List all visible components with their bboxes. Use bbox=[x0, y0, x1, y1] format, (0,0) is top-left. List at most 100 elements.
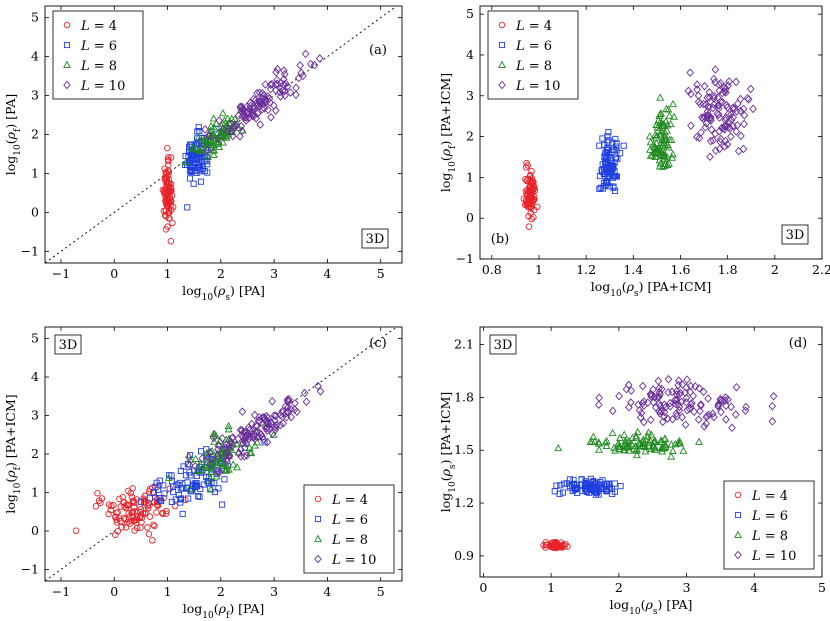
data-point bbox=[596, 142, 603, 149]
panel-tag: (b) bbox=[491, 232, 509, 247]
x-tick-label: 0 bbox=[110, 584, 118, 599]
plot-frame bbox=[479, 326, 823, 578]
data-point bbox=[554, 443, 563, 452]
legend-box bbox=[303, 484, 395, 574]
data-point bbox=[702, 100, 710, 109]
data-point bbox=[664, 143, 673, 151]
data-point bbox=[281, 91, 289, 100]
legend-label: L = 10 bbox=[515, 79, 560, 94]
data-point bbox=[674, 376, 683, 385]
data-point bbox=[162, 189, 169, 197]
legend-label: L = 10 bbox=[331, 553, 376, 568]
y-tick-label: 5 bbox=[31, 10, 39, 25]
data-point bbox=[698, 113, 706, 122]
data-point bbox=[689, 391, 698, 401]
data-point bbox=[613, 147, 620, 154]
y-tick-label: 4 bbox=[31, 369, 39, 384]
data-point bbox=[186, 175, 194, 182]
data-point bbox=[195, 459, 204, 468]
data-point bbox=[159, 509, 167, 517]
data-point bbox=[255, 88, 264, 97]
data-point bbox=[657, 436, 666, 444]
data-point bbox=[732, 127, 741, 136]
data-point bbox=[717, 396, 725, 405]
data-point bbox=[644, 428, 653, 436]
data-point bbox=[292, 83, 300, 93]
data-point bbox=[315, 54, 324, 63]
data-point bbox=[526, 193, 534, 200]
data-point bbox=[690, 407, 698, 416]
points-layer bbox=[540, 374, 778, 552]
data-point bbox=[716, 97, 725, 106]
data-point bbox=[185, 495, 192, 502]
data-point bbox=[740, 119, 748, 129]
legend-box bbox=[723, 480, 815, 570]
data-point bbox=[609, 139, 616, 146]
data-point bbox=[196, 127, 203, 135]
y-tick-label: 1 bbox=[31, 484, 39, 499]
legend-box bbox=[487, 10, 579, 100]
data-point bbox=[152, 483, 159, 490]
dimension-label: 3D bbox=[59, 338, 78, 353]
data-point bbox=[261, 439, 268, 446]
data-point bbox=[72, 527, 80, 535]
data-point bbox=[235, 448, 243, 458]
data-point bbox=[528, 196, 535, 203]
data-point bbox=[682, 393, 691, 403]
data-point bbox=[163, 176, 171, 183]
data-point bbox=[276, 84, 285, 93]
data-point bbox=[232, 120, 241, 129]
data-point bbox=[214, 445, 222, 454]
data-point bbox=[651, 144, 660, 153]
data-point bbox=[116, 495, 123, 503]
data-point bbox=[190, 167, 197, 174]
data-point bbox=[605, 165, 612, 172]
data-point bbox=[723, 103, 732, 112]
legend-label: L = 6 bbox=[331, 513, 368, 528]
data-point bbox=[145, 499, 152, 507]
data-point bbox=[164, 156, 172, 163]
data-point bbox=[732, 382, 741, 392]
y-tick-label: 0 bbox=[466, 210, 474, 225]
data-point bbox=[678, 412, 686, 422]
data-point bbox=[524, 186, 531, 194]
data-point bbox=[605, 169, 613, 176]
data-point bbox=[662, 104, 671, 112]
data-point bbox=[188, 143, 197, 151]
data-point bbox=[201, 125, 209, 134]
x-tick-label: 1 bbox=[547, 580, 555, 595]
data-point bbox=[278, 407, 286, 416]
legend-label: L = 6 bbox=[751, 509, 788, 524]
data-point bbox=[120, 514, 128, 522]
data-point bbox=[162, 510, 170, 517]
data-point bbox=[659, 417, 667, 427]
data-point bbox=[210, 146, 219, 154]
data-point bbox=[613, 140, 620, 147]
data-point bbox=[251, 441, 259, 449]
data-point bbox=[136, 514, 143, 522]
data-point bbox=[578, 481, 585, 488]
data-point bbox=[636, 413, 645, 422]
data-point bbox=[219, 124, 228, 134]
legend-label: L = 8 bbox=[80, 59, 117, 74]
x-tick-label: 2 bbox=[771, 262, 779, 277]
data-point bbox=[639, 435, 648, 443]
data-point bbox=[556, 490, 563, 497]
panel-tag: (a) bbox=[369, 43, 387, 58]
data-point bbox=[164, 223, 171, 230]
data-point bbox=[768, 401, 777, 411]
x-tick-label: 1.6 bbox=[671, 262, 691, 277]
data-point bbox=[729, 121, 737, 131]
legend-marker bbox=[498, 80, 506, 90]
data-point bbox=[247, 448, 256, 457]
data-point bbox=[161, 211, 169, 219]
data-point bbox=[620, 430, 629, 438]
data-point bbox=[666, 398, 674, 408]
data-point bbox=[165, 153, 172, 161]
data-point bbox=[530, 214, 537, 221]
data-point bbox=[652, 403, 660, 412]
data-point bbox=[732, 107, 741, 116]
data-point bbox=[656, 131, 665, 139]
data-point bbox=[528, 193, 535, 201]
data-point bbox=[184, 479, 191, 486]
